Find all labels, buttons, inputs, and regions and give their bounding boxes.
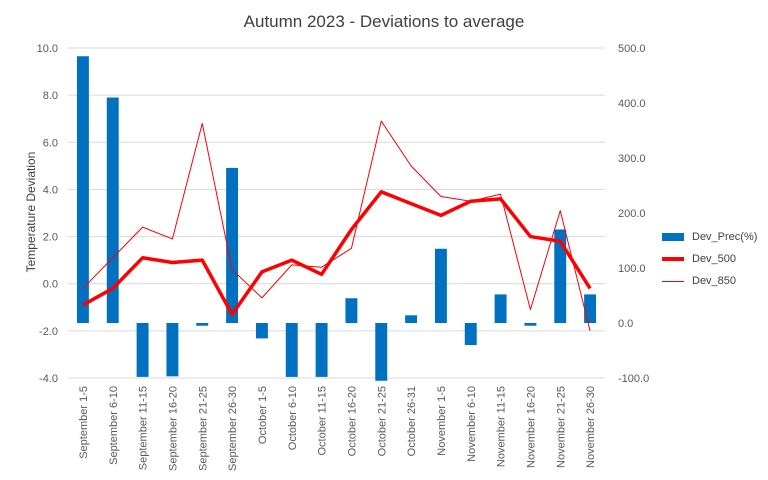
legend-swatch-dev850 <box>662 280 684 282</box>
x-tick-label: September 11-15 <box>138 386 150 470</box>
y-tick-label: -2.0 <box>39 326 58 338</box>
y2-tick-label: 300.0 <box>618 153 646 165</box>
bar-prec <box>494 294 507 323</box>
x-tick-label: October 16-20 <box>346 386 358 456</box>
bar-prec <box>285 323 298 377</box>
gridlines <box>68 47 605 379</box>
x-tick-label: November 6-10 <box>466 386 478 462</box>
y-tick-label: 6.0 <box>43 137 58 149</box>
legend-label-prec: Dev_Prec(%) <box>692 231 758 243</box>
y-tick-label: 8.0 <box>43 90 58 102</box>
y-tick-label: 0.0 <box>43 279 58 291</box>
bar-prec <box>434 248 447 323</box>
legend: Dev_Prec(%) Dev_500 Dev_850 <box>662 226 757 292</box>
legend-swatch-dev500 <box>662 257 684 261</box>
legend-item-dev850: Dev_850 <box>662 270 757 292</box>
legend-swatch-prec <box>662 233 684 241</box>
y2-tick-label: 0.0 <box>618 318 633 330</box>
bar-prec <box>554 229 567 323</box>
line-dev500 <box>82 190 592 317</box>
bar-prec <box>345 298 358 323</box>
x-tick-label: November 1-5 <box>436 386 448 456</box>
bar-prec <box>255 323 268 339</box>
bar-prec <box>524 323 537 326</box>
x-tick-label: November 11-15 <box>496 386 508 467</box>
x-tick-label: September 6-10 <box>108 386 120 465</box>
x-tick-label: October 21-25 <box>376 386 388 456</box>
legend-label-dev850: Dev_850 <box>692 275 737 287</box>
x-tick-label: November 21-25 <box>555 386 567 468</box>
y2-tick-label: 500.0 <box>618 43 646 55</box>
x-tick-label: September 16-20 <box>167 386 179 471</box>
y-axis-ticks: -4.0 -2.0 0.0 2.0 4.0 6.0 8.0 10.0 <box>37 43 58 385</box>
bar-prec <box>196 323 209 326</box>
y2-tick-label: 200.0 <box>618 208 646 220</box>
bar-series <box>76 56 597 381</box>
bar-prec <box>226 167 239 323</box>
x-tick-label: September 1-5 <box>78 386 90 459</box>
x-tick-label: October 11-15 <box>317 386 329 456</box>
line-dev850 <box>82 120 591 331</box>
bar-prec <box>76 56 89 323</box>
bar-prec <box>106 97 119 323</box>
x-tick-label: November 16-20 <box>525 386 537 468</box>
y2-tick-label: 400.0 <box>618 98 646 110</box>
x-tick-label: November 26-30 <box>585 386 597 468</box>
bar-prec <box>584 294 597 323</box>
y2-axis-ticks: -100.0 0.0 100.0 200.0 300.0 400.0 500.0 <box>618 43 649 385</box>
y-tick-label: 10.0 <box>37 43 58 55</box>
y-axis-label: Temperature Deviation <box>24 151 38 273</box>
y-tick-label: 2.0 <box>43 232 58 244</box>
x-tick-label: September 21-25 <box>197 386 209 471</box>
bar-prec <box>136 323 149 377</box>
bar-prec <box>375 323 388 381</box>
legend-item-prec: Dev_Prec(%) <box>662 226 757 248</box>
bar-prec <box>464 323 477 345</box>
bar-prec <box>405 315 418 323</box>
bar-prec <box>166 323 179 377</box>
x-tick-label: October 6-10 <box>287 386 299 450</box>
y-tick-label: -4.0 <box>39 373 58 385</box>
x-axis-ticks: September 1-5 September 6-10 September 11-… <box>78 386 597 471</box>
y2-tick-label: -100.0 <box>618 373 649 385</box>
y2-tick-label: 100.0 <box>618 263 646 275</box>
y-tick-label: 4.0 <box>43 184 58 196</box>
x-tick-label: October 1-5 <box>257 386 269 444</box>
x-tick-label: October 26-31 <box>406 386 418 456</box>
x-tick-label: September 26-30 <box>227 386 239 471</box>
chart-title: Autumn 2023 - Deviations to average <box>243 12 525 31</box>
line-series <box>82 120 592 331</box>
legend-label-dev500: Dev_500 <box>692 253 737 265</box>
legend-item-dev500: Dev_500 <box>662 248 757 270</box>
bar-prec <box>315 323 328 377</box>
